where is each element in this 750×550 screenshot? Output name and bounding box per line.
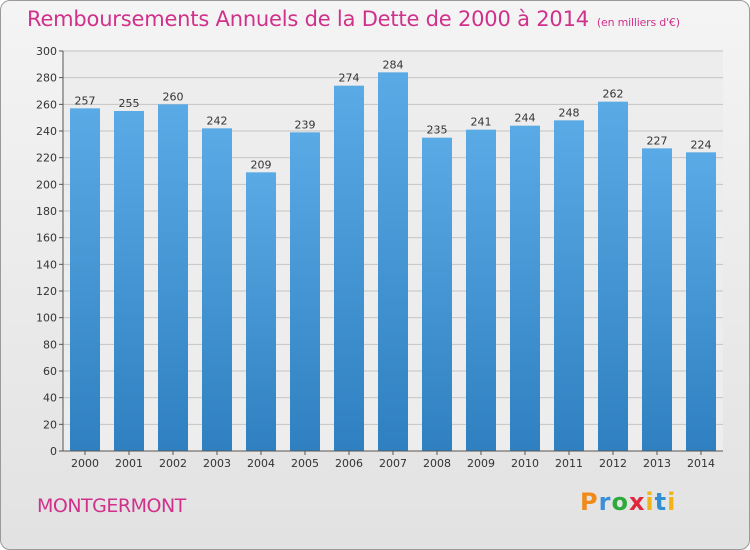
y-tick-label: 100 [36,312,57,325]
x-tick-label: 2013 [643,457,671,470]
bar [158,104,188,451]
data-label: 209 [251,158,272,171]
commune-name: MONTGERMONT [37,495,186,517]
proxiti-logo[interactable]: Proxiti [580,488,676,516]
data-label: 227 [647,134,668,147]
x-tick-label: 2012 [599,457,627,470]
y-tick-label: 300 [36,45,57,58]
bar [202,128,232,451]
bar [334,85,364,452]
bar [554,120,584,451]
y-tick-label: 200 [36,178,57,191]
x-tick-label: 2001 [115,457,143,470]
bar [114,111,144,451]
logo-letter: i [667,488,677,516]
x-tick-label: 2002 [159,457,187,470]
logo-letter: t [654,488,668,516]
y-tick-label: 220 [36,152,57,165]
bar [422,137,452,451]
bar [378,72,408,451]
bar [246,172,276,452]
chart-unit: (en milliers d'€) [596,16,680,29]
logo-letter: x [628,488,646,516]
y-tick-label: 20 [43,418,57,431]
logo-letter: P [580,488,599,516]
data-label: 244 [515,112,536,125]
x-tick-label: 2006 [335,457,363,470]
x-tick-label: 2000 [71,457,99,470]
bar [290,132,320,452]
logo-letter: i [645,488,655,516]
data-label: 235 [427,124,448,137]
x-tick-label: 2010 [511,457,539,470]
x-tick-label: 2004 [247,457,275,470]
data-label: 239 [295,118,316,131]
bar [686,152,716,452]
bar [642,148,672,452]
chart-title: Remboursements Annuels de la Dette de 20… [27,7,680,31]
data-label: 284 [383,58,404,71]
data-label: 262 [603,88,624,101]
y-tick-label: 280 [36,72,57,85]
data-label: 241 [471,116,492,129]
y-tick-label: 60 [43,365,57,378]
x-tick-label: 2008 [423,457,451,470]
bar [598,101,628,452]
bar [510,125,540,452]
y-tick-label: 180 [36,205,57,218]
x-tick-label: 2014 [687,457,715,470]
y-tick-label: 140 [36,258,57,271]
bar [466,129,496,451]
y-tick-label: 240 [36,125,57,138]
data-label: 224 [691,138,712,151]
x-tick-label: 2003 [203,457,231,470]
chart-title-text: Remboursements Annuels de la Dette de 20… [27,7,589,31]
y-tick-label: 0 [50,445,57,458]
data-label: 260 [163,90,184,103]
y-tick-label: 40 [43,392,57,405]
data-label: 257 [75,94,96,107]
x-tick-label: 2011 [555,457,583,470]
data-label: 242 [207,114,228,127]
y-tick-label: 80 [43,338,57,351]
x-tick-label: 2009 [467,457,495,470]
data-label: 255 [119,97,140,110]
data-label: 248 [559,106,580,119]
bar [70,108,100,451]
y-tick-label: 160 [36,232,57,245]
x-tick-label: 2005 [291,457,319,470]
logo-letter: r [598,488,612,516]
y-tick-label: 260 [36,98,57,111]
data-label: 274 [339,72,360,85]
logo-letter: o [611,488,629,516]
x-tick-label: 2007 [379,457,407,470]
y-tick-label: 120 [36,285,57,298]
